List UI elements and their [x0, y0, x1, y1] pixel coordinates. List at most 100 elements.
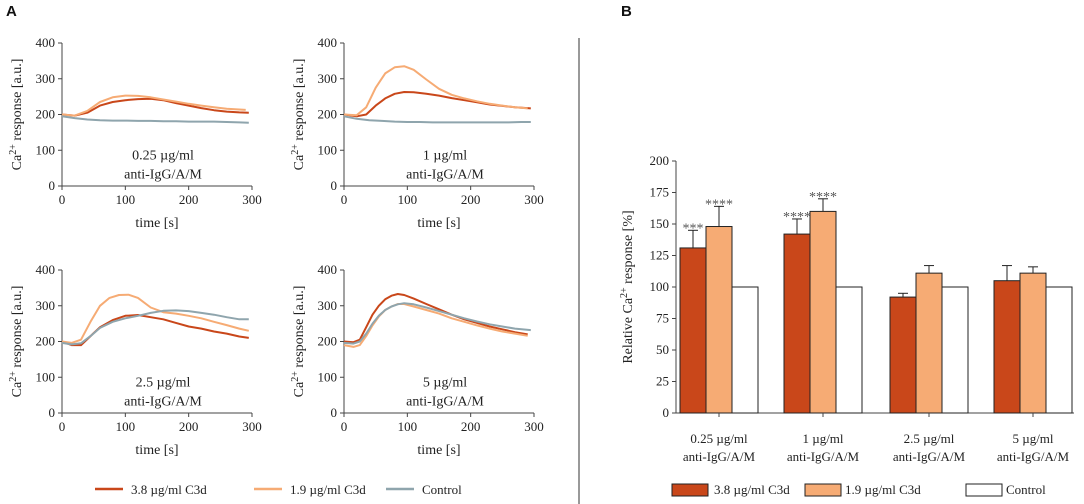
x-tick-label: 300 [242, 192, 262, 207]
y-axis-title-rest: response [a.u.] [10, 59, 25, 145]
y-tick-label: 0 [663, 405, 670, 420]
bar-3 [941, 286, 969, 414]
y-tick-label: 300 [36, 298, 56, 313]
x-tick-label: 100 [398, 419, 418, 434]
y-axis-title: Ca2+ response [a.u.] [8, 59, 26, 171]
category-label-antibody: anti-IgG/A/M [787, 449, 860, 464]
category-label-antibody: anti-IgG/A/M [683, 449, 756, 464]
category-label-concentration: 0.25 µg/ml [690, 431, 748, 446]
y-axis-title-sup: 2+ [8, 144, 19, 155]
y-tick-label: 200 [36, 334, 56, 349]
y-axis-title-rest: response [a.u.] [292, 59, 307, 145]
y-axis-title: Ca2+ response [a.u.] [290, 286, 308, 398]
category-label-concentration: 2.5 µg/ml [904, 431, 955, 446]
series-line-3 [61, 115, 249, 124]
y-tick-label: 100 [36, 142, 56, 157]
category-label-antibody: anti-IgG/A/M [893, 449, 966, 464]
y-tick-label: 150 [650, 216, 670, 231]
plot-annotation-concentration: 2.5 µg/ml [136, 376, 191, 391]
x-axis-title: time [s] [417, 443, 460, 458]
x-tick-label: 100 [398, 192, 418, 207]
legend-a-label: 1.9 µg/ml C3d [290, 482, 366, 497]
series-line-2 [343, 303, 528, 348]
legend-a: 3.8 µg/ml C3d 1.9 µg/ml C3d Control [95, 482, 462, 497]
plot-annotation-concentration: 0.25 µg/ml [132, 149, 194, 164]
legend-b-swatch [804, 483, 842, 497]
y-tick-label: 125 [650, 248, 670, 263]
bar-2 [705, 226, 733, 414]
bar-2 [1019, 272, 1047, 414]
series-line-2 [343, 65, 528, 117]
line-plot-1: 0 100 200 300 400 0 100 200 300 time [s] Ca2+ resp… [8, 35, 262, 231]
series-line-2 [61, 293, 250, 344]
y-tick-label: 100 [318, 369, 338, 384]
y-tick-label: 400 [36, 35, 56, 50]
bar-chart: 0 25 50 75 100 125 150 175 200 Relative Ca2+ resp… [619, 153, 1074, 464]
series-line-3 [61, 309, 249, 346]
y-axis-title-main: Relative Ca [621, 297, 636, 363]
legend-b-label: 3.8 µg/ml C3d [714, 482, 790, 497]
x-tick-label: 300 [524, 192, 544, 207]
y-tick-label: 100 [36, 369, 56, 384]
y-tick-label: 75 [656, 311, 669, 326]
x-tick-label: 300 [524, 419, 544, 434]
y-tick-label: 400 [36, 262, 56, 277]
y-tick-label: 400 [318, 262, 338, 277]
y-tick-label: 0 [49, 405, 56, 420]
significance-label: **** [809, 190, 837, 205]
significance-label: *** [683, 221, 704, 236]
bar-3 [731, 286, 759, 414]
legend-b-swatch [671, 483, 709, 497]
legend-a-label: Control [422, 482, 462, 497]
panel-a-letter: A [6, 3, 17, 20]
plot-annotation-concentration: 5 µg/ml [423, 376, 467, 391]
significance-label: **** [783, 210, 811, 225]
x-tick-label: 0 [59, 419, 66, 434]
y-tick-label: 200 [650, 153, 670, 168]
series-line-1 [61, 97, 249, 117]
y-axis-title-sup: 2+ [619, 287, 630, 298]
series-line-1 [343, 293, 528, 344]
y-tick-label: 200 [318, 334, 338, 349]
y-axis-title-sup: 2+ [290, 144, 301, 155]
x-tick-label: 100 [116, 192, 136, 207]
y-axis-title-main: Ca [10, 154, 25, 170]
x-tick-label: 0 [341, 192, 348, 207]
bar-1 [679, 247, 707, 414]
y-tick-label: 25 [656, 374, 669, 389]
legends-layer: 3.8 µg/ml C3d 1.9 µg/ml C3d Control 3.8 µg/… [95, 482, 1046, 497]
y-axis-title-rest: response [a.u.] [10, 286, 25, 372]
x-tick-label: 200 [179, 419, 199, 434]
x-tick-label: 200 [461, 192, 481, 207]
bar-1 [889, 296, 917, 414]
y-axis-title-main: Ca [10, 381, 25, 397]
plot-annotation-antibody: anti-IgG/A/M [406, 395, 484, 410]
bar-2 [809, 210, 837, 414]
plot-annotation-antibody: anti-IgG/A/M [406, 168, 484, 183]
panel-b-letter: B [621, 3, 632, 20]
y-axis-title-sup: 2+ [8, 371, 19, 382]
legend-b-swatch [965, 483, 1003, 497]
y-tick-label: 175 [650, 185, 670, 200]
y-tick-label: 100 [318, 142, 338, 157]
x-tick-label: 0 [59, 192, 66, 207]
y-tick-label: 300 [318, 71, 338, 86]
y-tick-label: 300 [36, 71, 56, 86]
x-axis-title: time [s] [135, 216, 178, 231]
y-tick-label: 100 [650, 279, 670, 294]
x-tick-label: 200 [179, 192, 199, 207]
y-axis-title: Ca2+ response [a.u.] [8, 286, 26, 398]
y-axis-title-main: Ca [292, 381, 307, 397]
bar-1 [783, 233, 811, 414]
line-plot-2: 0 100 200 300 400 0 100 200 300 time [s] Ca2+ resp… [290, 35, 544, 231]
y-axis-title-rest: response [a.u.] [292, 286, 307, 372]
x-tick-label: 100 [116, 419, 136, 434]
series-line-3 [343, 115, 531, 124]
plot-annotation-antibody: anti-IgG/A/M [124, 395, 202, 410]
x-tick-label: 300 [242, 419, 262, 434]
category-label-concentration: 5 µg/ml [1012, 431, 1053, 446]
y-axis-title-rest: response [%] [621, 210, 636, 287]
plot-annotation-antibody: anti-IgG/A/M [124, 168, 202, 183]
